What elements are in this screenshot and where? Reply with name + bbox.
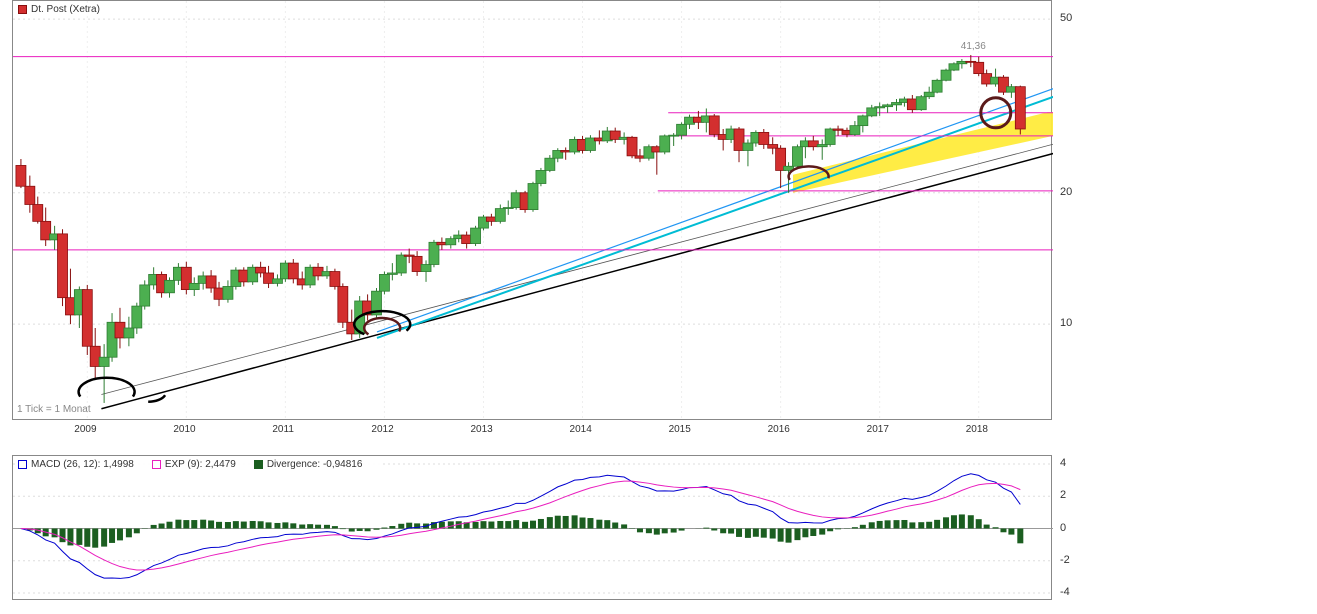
macd-legend: MACD (26, 12): 1,4998EXP (9): 2,4479Dive…	[15, 458, 383, 471]
chart-container: Dt. Post (Xetra) 1 Tick = 1 Monat 41,36 …	[0, 0, 1317, 614]
price-chart[interactable]: Dt. Post (Xetra) 1 Tick = 1 Monat 41,36	[12, 0, 1052, 420]
chart-title: Dt. Post (Xetra)	[15, 3, 121, 16]
macd-y-axis: -4-2024	[1054, 455, 1104, 600]
candle-icon	[18, 5, 27, 14]
price-y-axis: 102050	[1054, 0, 1104, 420]
price-svg	[13, 1, 1053, 421]
title-label: Dt. Post (Xetra)	[31, 4, 100, 15]
macd-svg	[13, 456, 1053, 601]
timeframe-note: 1 Tick = 1 Monat	[17, 404, 91, 415]
macd-panel[interactable]: MACD (26, 12): 1,4998EXP (9): 2,4479Dive…	[12, 455, 1052, 600]
time-x-axis: 2009201020112012201320142015201620172018	[12, 420, 1052, 440]
peak-price-label: 41,36	[961, 41, 986, 52]
